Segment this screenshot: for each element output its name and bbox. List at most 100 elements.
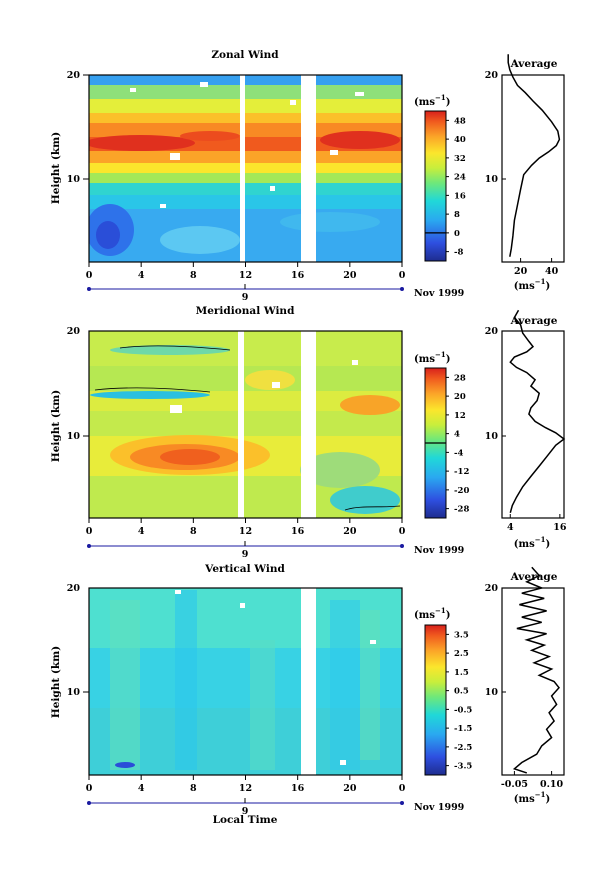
- vertical-profile-title: Average: [510, 571, 558, 583]
- x-tick-label: 20: [343, 270, 357, 281]
- x-tick-label: 16: [291, 270, 305, 281]
- vertical-profile-ytick: 10: [485, 687, 499, 698]
- meridional-profile-title: Average: [510, 315, 558, 327]
- zonal-date-label: Nov 1999: [414, 288, 465, 299]
- vertical-title: Vertical Wind: [204, 563, 285, 575]
- x-tick-label: 8: [190, 526, 197, 537]
- colorbar-label: 8: [454, 210, 460, 220]
- colorbar-label: 3.5: [454, 630, 469, 640]
- colorbar-label: 40: [454, 135, 466, 145]
- vertical-date-day: 9: [242, 806, 249, 817]
- colorbar-label: 20: [454, 392, 466, 402]
- vertical-average-profile: Average 20 10 -0.05 0.10 (ms−1): [485, 566, 565, 805]
- x-tick-label: 12: [239, 526, 252, 537]
- vertical-profile-unit: (ms−1): [514, 790, 550, 805]
- x-tick-label: 0: [399, 526, 406, 537]
- vertical-profile-ytick: 20: [485, 583, 499, 594]
- colorbar-label: 12: [454, 411, 466, 421]
- zonal-date-day: 9: [242, 292, 249, 303]
- vertical-ylabel: Height (km): [50, 646, 62, 718]
- colorbar-label: -28: [454, 505, 469, 515]
- profile-x-tick-label: 40: [545, 266, 559, 277]
- x-tick-label: 4: [138, 783, 145, 794]
- profile-x-tick-label: 16: [553, 522, 567, 533]
- vertical-colorbar: (ms−1) 3.5 2.5 1.5 0.5 -0.5 -1.5 -2.5 -3.5: [414, 606, 472, 776]
- zonal-ylabel: Height (km): [50, 132, 62, 204]
- colorbar-label: -20: [454, 486, 469, 496]
- vertical-heatmap: [89, 588, 402, 775]
- profile-x-tick-label: 4: [507, 522, 514, 533]
- colorbar-label: 0: [454, 229, 460, 239]
- meridional-x-ticks: 0 4 8 12 16 20 0: [86, 518, 406, 537]
- meridional-wind-panel: Meridional Wind: [50, 305, 567, 560]
- colorbar-label: 0.5: [454, 687, 469, 697]
- meridional-heatmap: [89, 331, 402, 518]
- colorbar-label: -8: [454, 248, 464, 258]
- meridional-colorbar-unit: (ms−1): [414, 350, 450, 365]
- meridional-average-profile: Average 20 10 4 16 (ms−1): [485, 309, 567, 550]
- colorbar-label: -3.5: [454, 762, 472, 772]
- colorbar-label: 16: [454, 191, 466, 201]
- x-tick-label: 16: [291, 526, 305, 537]
- profile-x-tick-label: -0.05: [501, 779, 528, 790]
- meridional-ytick: 10: [67, 431, 81, 442]
- x-tick-label: 0: [86, 783, 93, 794]
- x-tick-label: 20: [343, 526, 357, 537]
- colorbar-label: -4: [454, 448, 464, 458]
- meridional-colorbar: (ms−1) 28 20 12 4 -4 -12 -20 -28: [414, 350, 469, 519]
- x-tick-label: 0: [399, 270, 406, 281]
- meridional-profile-unit: (ms−1): [514, 535, 550, 550]
- meridional-ytick: 20: [67, 326, 81, 337]
- x-tick-label: 4: [138, 526, 145, 537]
- zonal-heatmap: [89, 75, 402, 262]
- vertical-x-ticks: 0 4 8 12 16 20 0: [86, 775, 406, 794]
- x-tick-label: 12: [239, 270, 252, 281]
- x-tick-label: 4: [138, 270, 145, 281]
- colorbar-label: 32: [454, 154, 466, 164]
- zonal-x-ticks: 0 4 8 12 16 20 0: [86, 262, 406, 281]
- x-tick-label: 0: [86, 526, 93, 537]
- colorbar-label: 4: [454, 430, 460, 440]
- zonal-colorbar-unit: (ms−1): [414, 93, 450, 108]
- zonal-average-profile: Average 20 10 20 40 (ms−1): [485, 54, 565, 292]
- colorbar-label: 48: [454, 116, 466, 126]
- x-tick-label: 0: [86, 270, 93, 281]
- meridional-profile-ytick: 10: [485, 431, 499, 442]
- vertical-profile-line: [512, 566, 560, 774]
- colorbar-label: 2.5: [454, 649, 469, 659]
- x-tick-label: 12: [239, 783, 252, 794]
- profile-x-tick-label: 0.10: [540, 779, 564, 790]
- vertical-ytick: 10: [67, 687, 81, 698]
- zonal-wind-panel: Zonal Wind: [50, 49, 565, 303]
- x-tick-label: 8: [190, 783, 197, 794]
- vertical-xlabel: Local Time: [213, 814, 278, 826]
- x-tick-label: 0: [399, 783, 406, 794]
- zonal-profile-line: [507, 54, 561, 257]
- profile-x-tick-label: 20: [514, 266, 528, 277]
- zonal-profile-ytick: 10: [485, 174, 499, 185]
- meridional-date-label: Nov 1999: [414, 545, 465, 556]
- colorbar-label: -2.5: [454, 743, 472, 753]
- zonal-ytick: 10: [67, 174, 81, 185]
- vertical-wind-panel: Vertical Wind 20 10 Height (km) 0 4 8 12 16 2…: [50, 563, 565, 826]
- x-tick-label: 8: [190, 270, 197, 281]
- zonal-colorbar: (ms−1) 48 40 32 24 16 8 0 -8: [414, 93, 466, 262]
- vertical-ytick: 20: [67, 583, 81, 594]
- meridional-profile-line: [509, 309, 566, 513]
- zonal-profile-unit: (ms−1): [514, 277, 550, 292]
- meridional-title: Meridional Wind: [196, 305, 295, 317]
- colorbar-label: -1.5: [454, 724, 472, 734]
- zonal-title: Zonal Wind: [211, 49, 279, 61]
- colorbar-label: 28: [454, 373, 466, 383]
- zonal-profile-ytick: 20: [485, 70, 499, 81]
- colorbar-label: -0.5: [454, 705, 472, 715]
- meridional-date-day: 9: [242, 549, 249, 560]
- meridional-ylabel: Height (km): [50, 390, 62, 462]
- colorbar-label: 24: [454, 173, 466, 183]
- colorbar-label: -12: [454, 467, 469, 477]
- vertical-colorbar-unit: (ms−1): [414, 606, 450, 621]
- x-tick-label: 16: [291, 783, 305, 794]
- x-tick-label: 20: [343, 783, 357, 794]
- vertical-date-label: Nov 1999: [414, 802, 465, 813]
